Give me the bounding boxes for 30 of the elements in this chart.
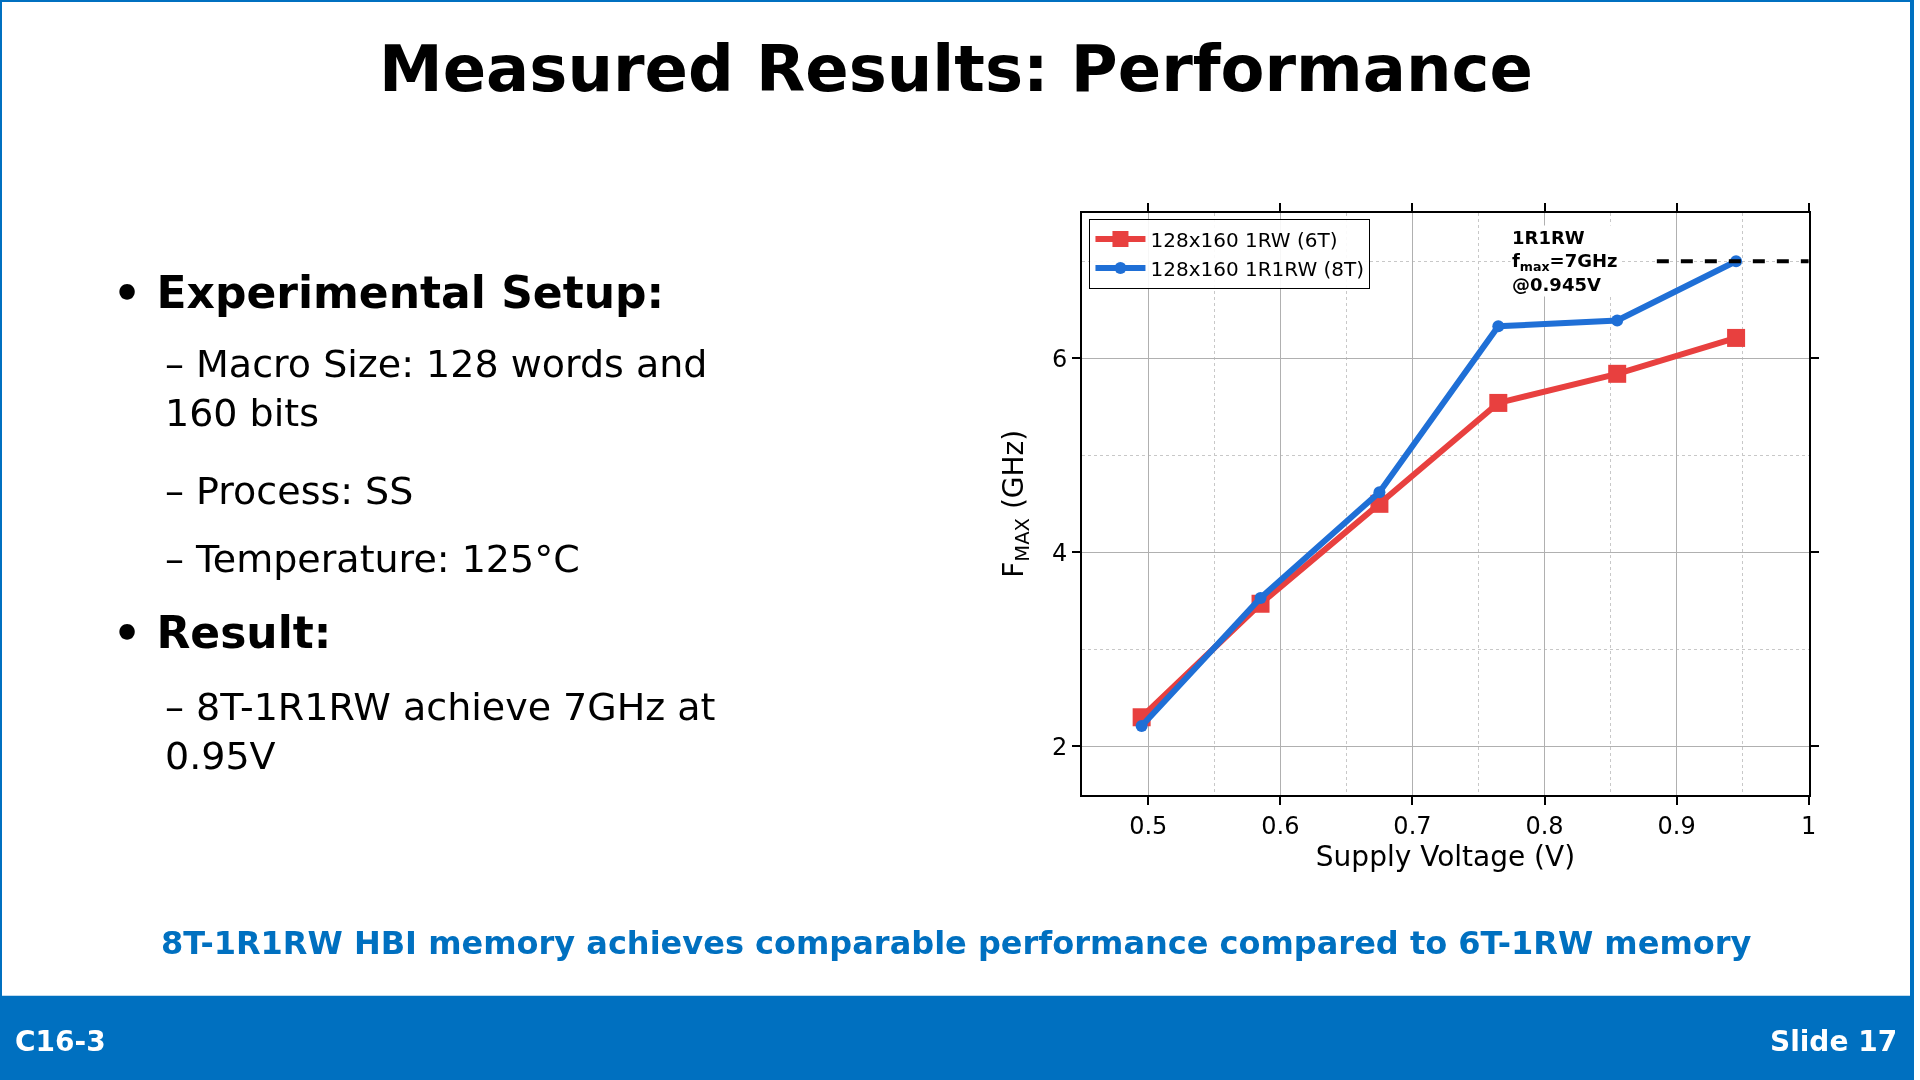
point <box>1611 314 1624 327</box>
x-tick-label: 0.6 <box>1261 811 1300 840</box>
annotation: 1R1RW f$_{max}$=7GHz @0.945V <box>1512 227 1618 295</box>
legend-label: 128x160 1R1RW (8T) <box>1150 256 1365 281</box>
text: Slide 17 <box>1770 1025 1898 1058</box>
x-tick-label: 0.5 <box>1129 811 1168 840</box>
y-tick-label: 2 <box>1052 732 1068 761</box>
y-tick-label: 4 <box>1052 538 1068 567</box>
point <box>1727 328 1746 347</box>
text: – Process: SS <box>165 469 414 513</box>
y-tick-label: 6 <box>1052 344 1068 373</box>
x-tick-label: 0.8 <box>1525 811 1564 840</box>
text: – Temperature: 125°C <box>165 537 580 581</box>
chart-title: Measured Results: Performance <box>379 32 1533 106</box>
point <box>1135 720 1148 732</box>
x-axis-title: Supply Voltage (V) <box>1315 840 1576 874</box>
point <box>1608 364 1627 383</box>
point <box>1373 486 1386 499</box>
text: – Macro Size: 128 words and 160 bits <box>165 342 708 436</box>
text: • Experimental Setup: <box>113 267 665 318</box>
x-tick-label: 0.9 <box>1657 811 1696 840</box>
x-tick-label: 1 <box>1801 811 1817 840</box>
text: 8T-1R1RW HBI memory achieves comparable performance compared to 6T-1RW memory <box>161 924 1752 962</box>
text: • Result: <box>113 607 332 658</box>
x-tick-label: 0.7 <box>1393 811 1432 840</box>
legend-label: 128x160 1RW (6T) <box>1150 227 1338 252</box>
point <box>1489 393 1508 412</box>
text: – 8T-1R1RW achieve 7GHz at 0.95V <box>165 685 716 779</box>
point <box>1492 320 1505 333</box>
text: C16-3 <box>15 1025 106 1058</box>
